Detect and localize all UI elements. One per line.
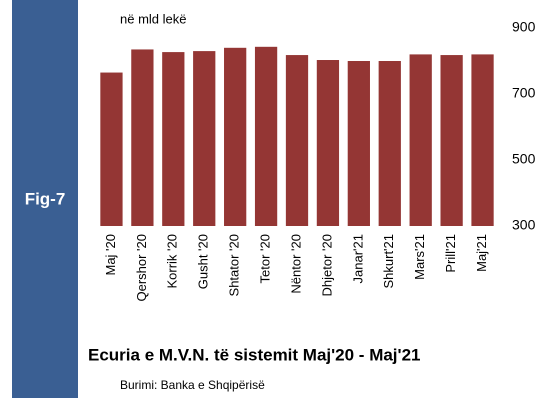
bar bbox=[316, 60, 340, 227]
x-tick-label: Shtator '20 bbox=[227, 234, 242, 296]
bar bbox=[100, 72, 123, 226]
bar bbox=[224, 47, 247, 226]
y-tick-label: 300 bbox=[512, 217, 536, 233]
x-tick-label: Shkurt'21 bbox=[381, 234, 396, 289]
x-tick-label: Qershor '20 bbox=[134, 234, 149, 302]
chart-title: Ecuria e M.V.N. të sistemit Maj'20 - Maj… bbox=[88, 345, 420, 364]
x-tick-label: Dhjetor '20 bbox=[319, 234, 334, 296]
x-tick-label: Maj'21 bbox=[474, 234, 489, 272]
x-tick-label: Gusht '20 bbox=[196, 234, 211, 289]
bar bbox=[440, 55, 463, 227]
x-tick-label: Janar'21 bbox=[350, 234, 365, 283]
y-tick-label: 900 bbox=[512, 19, 536, 35]
bar bbox=[131, 49, 154, 227]
x-tick-label: Prill'21 bbox=[443, 234, 458, 273]
figure-label: Fig-7 bbox=[25, 189, 66, 208]
x-tick-label: Maj '20 bbox=[103, 234, 118, 276]
bar bbox=[254, 46, 278, 227]
bar bbox=[471, 54, 494, 227]
x-tick-label: Korrik '20 bbox=[165, 234, 180, 289]
bar bbox=[285, 55, 309, 227]
x-tick-label: Mars'21 bbox=[412, 234, 427, 280]
x-tick-label: Nëntor '20 bbox=[288, 234, 303, 294]
bar bbox=[347, 61, 370, 226]
bar bbox=[193, 51, 216, 226]
source: Burimi: Banka e Shqipërisë bbox=[120, 378, 265, 392]
y-tick-label: 500 bbox=[512, 151, 536, 167]
bar bbox=[378, 61, 401, 226]
y-tick-label: 700 bbox=[512, 85, 536, 101]
y-axis-label: në mld lekë bbox=[120, 11, 186, 26]
x-tick-label: Tetor '20 bbox=[258, 234, 273, 283]
side-band bbox=[12, 0, 78, 398]
bar bbox=[162, 52, 185, 227]
bar bbox=[409, 54, 432, 227]
